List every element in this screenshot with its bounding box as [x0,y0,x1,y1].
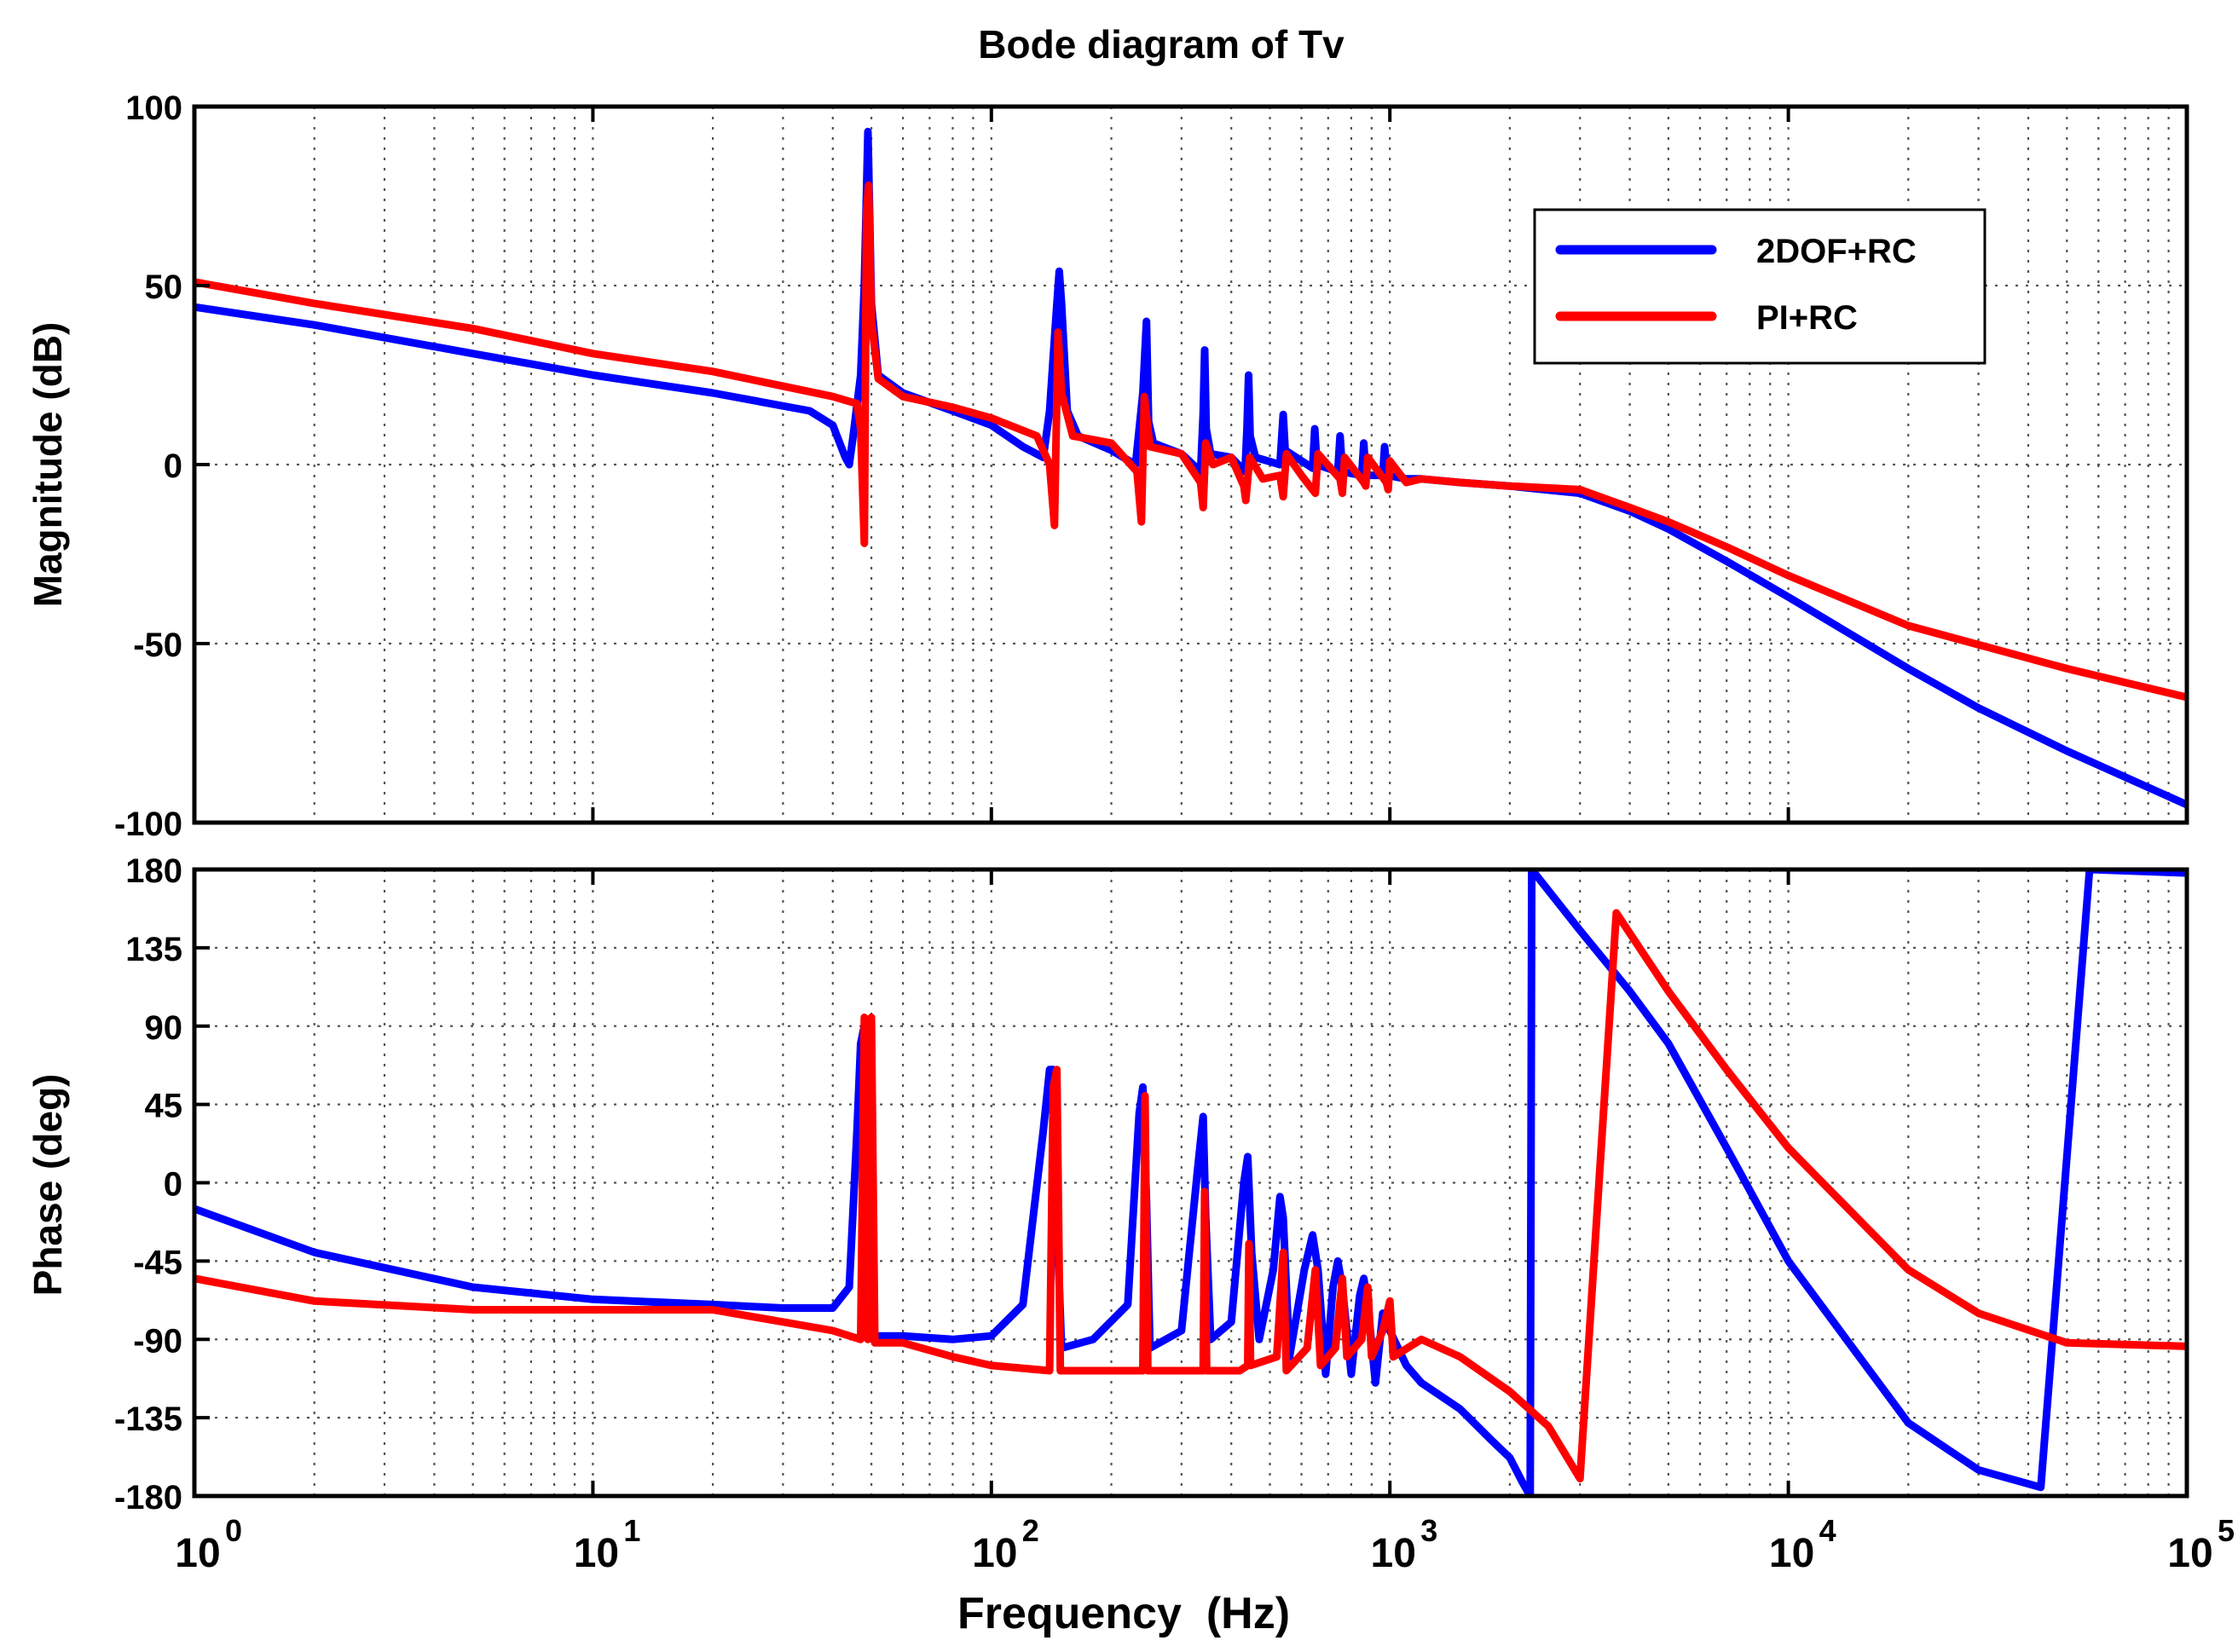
x-tick-label-exponent: 0 [225,1513,242,1548]
x-tick-label-base: 10 [175,1531,220,1576]
ph-y-tick-label: 90 [145,1009,183,1047]
x-tick-label-exponent: 5 [2218,1513,2235,1548]
phase-y-ticks: 180 135 90 45 0 -45 -90 -135 -180 [114,852,2189,1516]
ph-y-tick-label: 45 [145,1088,183,1125]
mag-y-tick-label: -100 [114,806,182,843]
legend-label-pi-rc: PI+RC [1756,299,1858,337]
ph-y-tick-label: 135 [125,931,182,968]
x-axis-label: Frequency (Hz) [957,1589,1290,1638]
x-tick-label-exponent: 3 [1420,1513,1437,1548]
phase-y-label: Phase (deg) [26,1074,70,1297]
ph-y-tick-label: -180 [114,1479,182,1516]
ph-y-tick-label: 0 [164,1166,182,1204]
ph-y-tick-label: -45 [133,1244,182,1281]
phase-grid [194,869,2187,1496]
mag-y-tick-label: 0 [164,448,182,485]
mag-y-tick-label: 50 [145,269,183,306]
legend-label-2dof-rc: 2DOF+RC [1756,233,1917,270]
legend: 2DOF+RC PI+RC [1533,208,1986,365]
phase-panel: 180 135 90 45 0 -45 -90 -135 -180 Phase (deg) [26,852,2189,1516]
mag-series-pi-rc [194,181,2187,702]
mag-y-tick-label: 100 [125,90,182,127]
ph-y-tick-label: -135 [114,1401,182,1438]
x-tick-label-base: 10 [2167,1531,2212,1576]
x-tick-label-exponent: 4 [1819,1513,1836,1548]
x-tick-label-exponent: 1 [623,1513,640,1548]
x-tick-label-base: 10 [574,1531,619,1576]
x-tick-label-base: 10 [1769,1531,1814,1576]
ph-series-pi-rc [194,909,2187,1483]
magnitude-series-group [194,127,2187,809]
phase-series-group [194,869,2187,1496]
magnitude-y-label: Magnitude (dB) [26,322,70,608]
chart-title: Bode diagram of Tv [978,22,1345,66]
x-tick-label-base: 10 [1371,1531,1416,1576]
x-tick-label-exponent: 2 [1022,1513,1039,1548]
magnitude-panel: 100 50 0 -50 -100 Magnitude (dB) 2DOF+RC PI+… [26,90,2189,843]
mag-y-tick-label: -50 [133,627,182,664]
legend-box [1533,208,1986,365]
magnitude-y-ticks: 100 50 0 -50 -100 [114,90,2189,843]
ph-y-tick-label: -90 [133,1322,182,1360]
ph-y-tick-label: 180 [125,852,182,890]
x-tick-label-base: 10 [972,1531,1017,1576]
